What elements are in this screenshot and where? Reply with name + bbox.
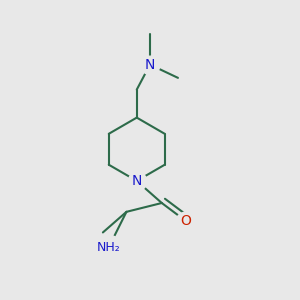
Point	[106, 245, 111, 250]
Text: N: N	[145, 58, 155, 72]
Point	[148, 62, 152, 67]
Text: O: O	[180, 214, 191, 228]
Text: NH₂: NH₂	[97, 241, 121, 254]
Point	[183, 218, 188, 223]
Point	[134, 178, 139, 183]
Text: N: N	[132, 174, 142, 188]
